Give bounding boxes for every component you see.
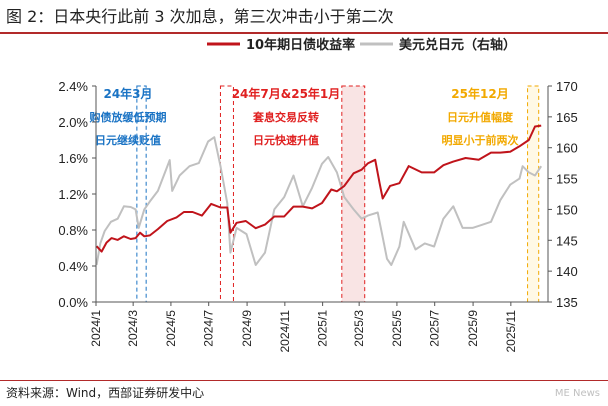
left-axis-tick-label: 1.6% <box>58 151 88 166</box>
source-note: 资料来源：Wind，西部证券研发中心 <box>6 386 205 400</box>
top-rule <box>0 32 608 34</box>
x-axis-tick-label: 2025/5 <box>390 310 404 347</box>
x-axis-tick-label: 2024/1 <box>89 310 103 347</box>
event-window-1 <box>136 85 147 303</box>
left-axis-tick-label: 2.0% <box>58 115 88 130</box>
left-axis-tick-label: 2.4% <box>58 79 88 94</box>
right-axis-tick-label: 135 <box>556 295 578 310</box>
right-axis-tick-label: 170 <box>556 79 578 94</box>
left-axis-tick-label: 0.4% <box>58 259 88 274</box>
x-axis-tick-label: 2024/7 <box>202 310 216 347</box>
legend-usdjpy-label: 美元兑日元（右轴） <box>399 37 516 53</box>
jgb-10y-series-line <box>95 124 542 253</box>
annotation-4-line-1: 25年12月 <box>451 86 508 101</box>
x-axis-tick-label: 2025/9 <box>466 310 480 347</box>
right-axis-tick-label: 145 <box>556 233 578 248</box>
annotation-1-line-3: 日元继续贬值 <box>95 133 161 147</box>
bottom-rule <box>0 380 608 381</box>
watermark-text: ME News <box>554 388 600 399</box>
left-axis-tick-label: 0.8% <box>58 223 88 238</box>
right-axis-tick-label: 165 <box>556 110 578 125</box>
x-axis-tick-label: 2025/3 <box>352 310 366 347</box>
annotation-4-line-2: 日元升值幅度 <box>447 110 514 124</box>
left-axis-tick-label: 1.2% <box>58 187 88 202</box>
right-axis-tick-label: 155 <box>556 172 578 187</box>
annotation-2-line-3: 日元快速升值 <box>253 133 319 147</box>
x-axis-tick-label: 2025/7 <box>428 310 442 347</box>
event-window-2 <box>219 85 234 303</box>
annotation-4-line-3: 明显小于前两次 <box>442 133 519 147</box>
usdjpy-series-line <box>95 136 543 266</box>
annotation-2-line-1: 24年7月&25年1月 <box>232 86 341 101</box>
figure-title: 图 2：日本央行此前 3 次加息，第三次冲击小于第二次 <box>6 7 394 26</box>
right-axis-tick-label: 150 <box>556 202 578 217</box>
annotation-1-line-2: 购债放缓低预期 <box>90 110 167 124</box>
left-axis-tick-label: 0.0% <box>58 295 88 310</box>
x-axis-tick-label: 2025/11 <box>504 310 518 353</box>
x-axis-tick-label: 2025/1 <box>316 310 330 347</box>
event-window-4 <box>527 85 540 303</box>
legend-jgb-label: 10年期日债收益率 <box>246 37 355 53</box>
annotation-1-line-1: 24年3月 <box>103 86 152 101</box>
right-axis-tick-label: 160 <box>556 141 578 156</box>
x-axis-tick-label: 2024/5 <box>164 310 178 347</box>
x-axis-tick-label: 2024/11 <box>278 310 292 353</box>
x-axis-tick-label: 2024/9 <box>240 310 254 347</box>
right-axis-tick-label: 140 <box>556 264 578 279</box>
x-axis-tick-label: 2024/3 <box>126 310 140 347</box>
annotation-2-line-2: 套息交易反转 <box>253 110 319 124</box>
event-window-3 <box>341 85 366 303</box>
